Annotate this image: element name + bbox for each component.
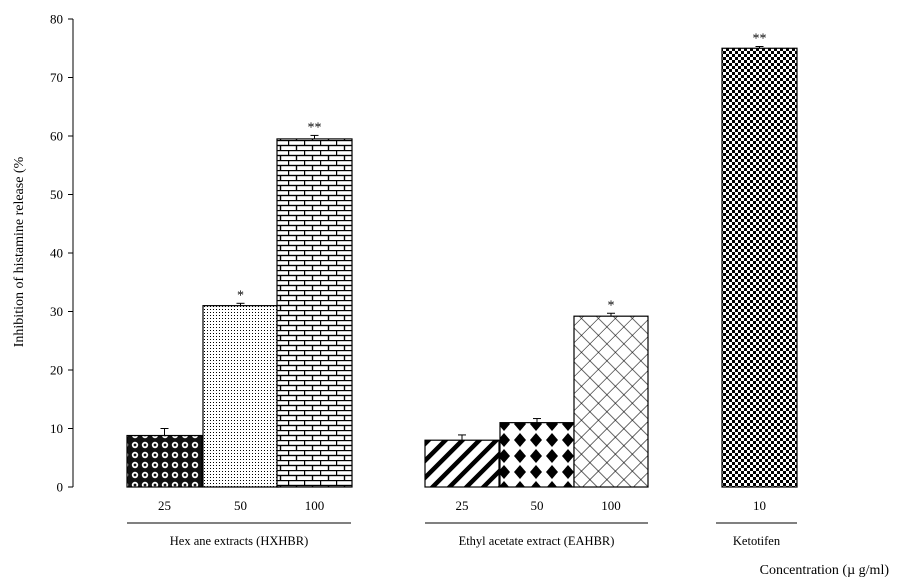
x-tick-label: 50: [531, 498, 544, 513]
x-tick-label: 25: [158, 498, 171, 513]
bar: [721, 47, 798, 488]
significance-marker: *: [608, 298, 615, 313]
group-label: Ethyl acetate extract (EAHBR): [459, 534, 615, 548]
significance-marker: *: [237, 288, 244, 303]
y-ticks: 0 10 20 30 40 50 60 70 80: [50, 12, 73, 495]
y-tick-label: 40: [50, 246, 63, 261]
bar: [276, 138, 353, 488]
x-axis-title: Concentration (µ g/ml): [760, 563, 890, 578]
bar: [424, 439, 500, 488]
bar: [202, 305, 279, 488]
y-tick-label: 60: [50, 129, 63, 144]
x-tick-label: 100: [305, 498, 325, 513]
group-label: Ketotifen: [733, 534, 781, 548]
y-tick-label: 20: [50, 363, 63, 378]
bar: [499, 422, 575, 488]
significance-marker: **: [308, 120, 322, 135]
y-tick-label: 30: [50, 304, 63, 319]
bar: [126, 434, 203, 488]
y-tick-label: 70: [50, 70, 63, 85]
bar: [573, 315, 649, 488]
x-tick-label: 100: [601, 498, 621, 513]
significance-marker: **: [753, 31, 767, 46]
x-tick-label: 25: [456, 498, 469, 513]
bars: 25 * 50 ** 100 25 50 * 100 ** 10: [126, 31, 798, 513]
y-tick-label: 50: [50, 187, 63, 202]
y-tick-label: 80: [50, 12, 63, 27]
y-tick-label: 0: [57, 480, 64, 495]
group-label: Hex ane extracts (HXHBR): [170, 534, 309, 548]
x-tick-label: 50: [234, 498, 247, 513]
y-axis: 0 10 20 30 40 50 60 70 80: [50, 12, 74, 495]
x-tick-label: 10: [753, 498, 766, 513]
group-labels: Hex ane extracts (HXHBR) Ethyl acetate ex…: [127, 522, 797, 548]
y-axis-title: Inhibition of histamine release (%: [12, 156, 27, 347]
y-tick-label: 10: [50, 421, 63, 436]
